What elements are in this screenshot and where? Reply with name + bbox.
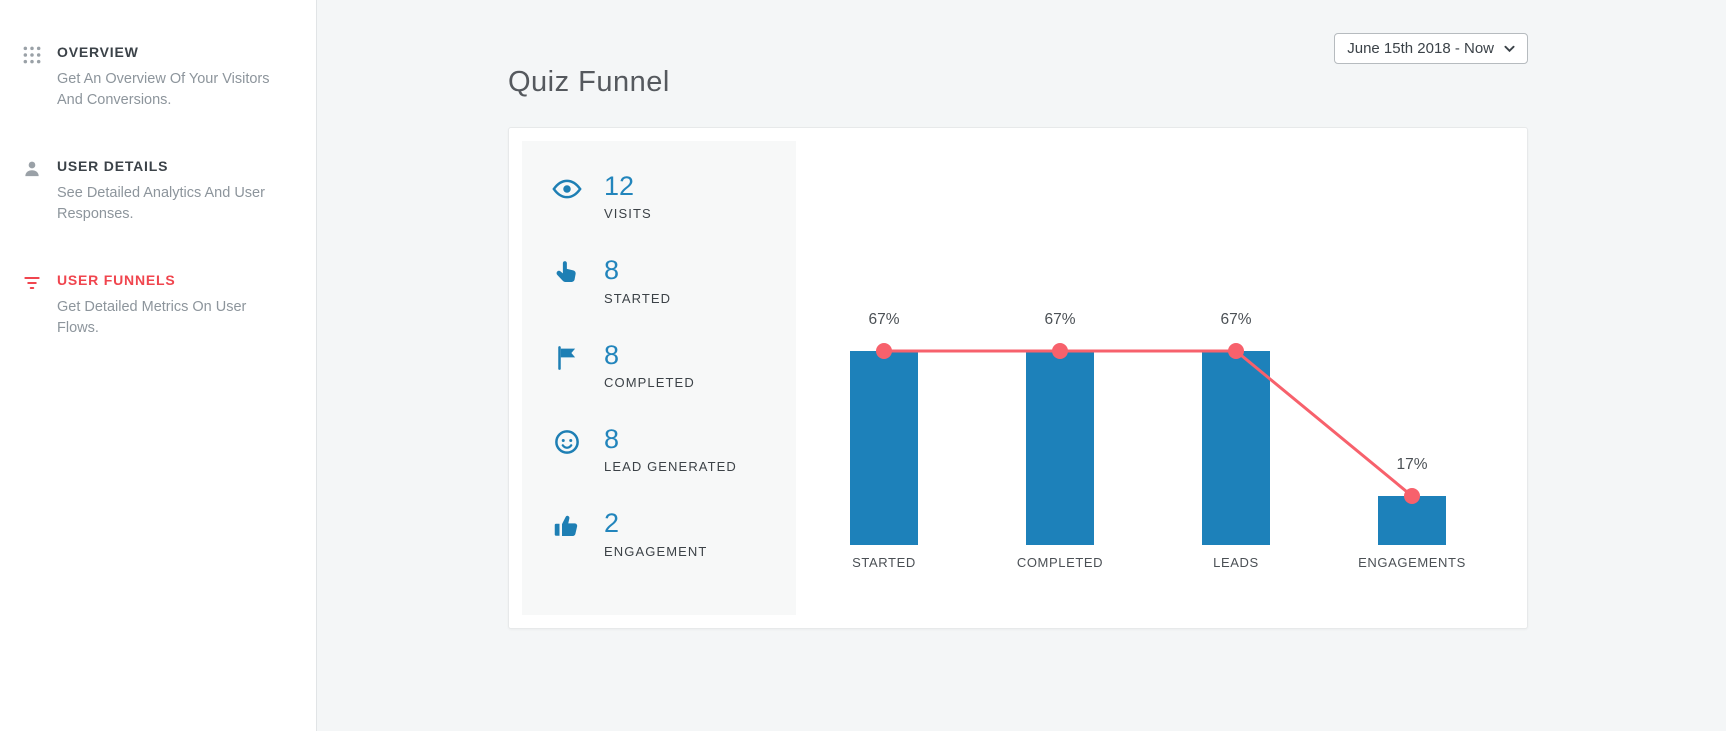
chart-plot: 67% 67% 67% 17%	[796, 255, 1500, 545]
face-icon	[552, 427, 584, 459]
sidebar-item-text: USER FUNNELS Get Detailed Metrics On Use…	[57, 272, 279, 339]
date-range-value: June 15th 2018 - Now	[1347, 40, 1494, 57]
flag-icon	[552, 343, 584, 375]
x-axis-label: ENGAGEMENTS	[1358, 555, 1466, 570]
chart-column: 17%	[1324, 255, 1500, 545]
stat-row-visits: 12 VISITS	[552, 172, 786, 221]
funnel-card: 12 VISITS 8 STARTED	[508, 127, 1528, 629]
date-range-dropdown[interactable]: June 15th 2018 - Now	[1334, 33, 1528, 64]
stat-row-lead-generated: 8 LEAD GENERATED	[552, 425, 786, 474]
sidebar-item-title: USER DETAILS	[57, 158, 169, 175]
stats-panel: 12 VISITS 8 STARTED	[522, 141, 796, 615]
x-axis-label: LEADS	[1213, 555, 1259, 570]
bar-value-label: 17%	[1396, 456, 1428, 473]
grid-icon	[22, 45, 42, 65]
chart-column: 67%	[796, 255, 972, 545]
stat-value: 8	[604, 255, 620, 286]
sidebar-item-description: Get An Overview Of Your Visitors And Con…	[57, 71, 270, 109]
stat-label: ENGAGEMENT	[604, 543, 708, 559]
x-axis-label: COMPLETED	[1016, 555, 1104, 570]
sidebar-item-title: USER FUNNELS	[57, 272, 176, 289]
bar	[850, 351, 918, 545]
stat-label: LEAD GENERATED	[604, 459, 737, 475]
chart-column: 67%	[972, 255, 1148, 545]
stat-row-completed: 8 COMPLETED	[552, 339, 786, 391]
bar-value-label: 67%	[868, 311, 900, 328]
stat-value: 12	[604, 171, 635, 201]
sidebar-item-user-details[interactable]: USER DETAILS See Detailed Analytics And …	[22, 158, 296, 225]
user-icon	[22, 159, 42, 179]
stat-value: 8	[604, 339, 620, 370]
sidebar-item-title: OVERVIEW	[57, 44, 139, 60]
tap-icon	[552, 258, 584, 290]
sidebar: OVERVIEW Get An Overview Of Your Visitor…	[0, 0, 317, 731]
sidebar-item-user-funnels[interactable]: USER FUNNELS Get Detailed Metrics On Use…	[22, 272, 296, 339]
sidebar-item-overview[interactable]: OVERVIEW Get An Overview Of Your Visitor…	[22, 44, 296, 111]
stat-label: VISITS	[604, 206, 652, 222]
stat-label: COMPLETED	[604, 375, 695, 391]
x-axis-label: STARTED	[852, 555, 916, 570]
main-content: June 15th 2018 - Now Quiz Funnel 12 VISI…	[317, 0, 1726, 731]
chevron-down-icon	[1504, 45, 1515, 52]
bar	[1378, 496, 1446, 545]
header-row: June 15th 2018 - Now	[508, 33, 1528, 64]
bar	[1026, 351, 1094, 545]
page-title: Quiz Funnel	[508, 66, 670, 98]
sidebar-item-description: Get Detailed Metrics On User Flows.	[57, 299, 247, 337]
stat-row-engagement: 2 ENGAGEMENT	[552, 508, 786, 559]
sidebar-item-text: USER DETAILS See Detailed Analytics And …	[57, 158, 279, 225]
stat-label: STARTED	[604, 290, 672, 306]
bar-value-label: 67%	[1220, 311, 1252, 328]
funnel-chart: 67% 67% 67% 17% STARTED COMPLETED LEADS ENGAGE…	[796, 141, 1514, 615]
x-axis-labels: STARTED COMPLETED LEADS ENGAGEMENTS	[796, 555, 1500, 570]
chart-column: 67%	[1148, 255, 1324, 545]
stat-value: 2	[604, 508, 620, 539]
stat-row-started: 8 STARTED	[552, 255, 786, 306]
bar	[1202, 351, 1270, 545]
sidebar-item-text: OVERVIEW Get An Overview Of Your Visitor…	[57, 44, 279, 111]
sidebar-item-description: See Detailed Analytics And User Response…	[57, 185, 265, 223]
funnel-icon	[22, 273, 42, 293]
eye-icon	[552, 174, 584, 206]
stat-value: 8	[604, 424, 620, 455]
bar-value-label: 67%	[1044, 311, 1076, 328]
thumbs-up-icon	[552, 511, 584, 543]
